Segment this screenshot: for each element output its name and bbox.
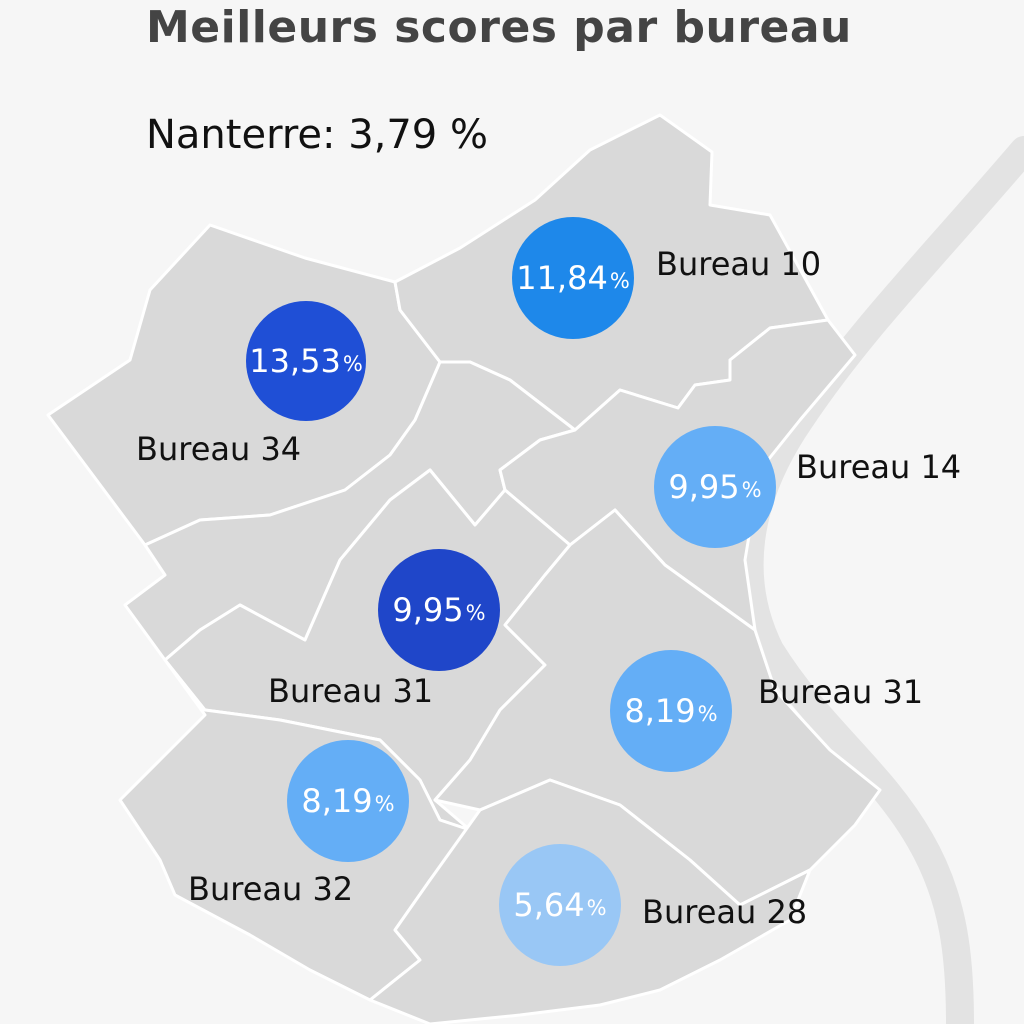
bureau-label: Bureau 31 (268, 672, 434, 710)
score-value: 9,95 (668, 468, 740, 506)
score-unit: % (586, 896, 607, 920)
score-unit: % (609, 269, 630, 293)
score-marker-bureau-14[interactable]: 9,95 % (654, 426, 776, 548)
score-marker-bureau-10[interactable]: 11,84 % (512, 217, 634, 339)
score-value: 5,64 (513, 886, 585, 924)
score-marker-bureau-32[interactable]: 8,19 % (287, 740, 409, 862)
score-unit: % (465, 601, 486, 625)
city-score: Nanterre: 3,79 % (146, 112, 488, 158)
score-unit: % (374, 792, 395, 816)
bureau-label: Bureau 34 (136, 430, 302, 468)
score-unit: % (342, 352, 363, 376)
score-marker-bureau-31-east[interactable]: 8,19 % (610, 650, 732, 772)
bureau-label: Bureau 32 (188, 870, 354, 908)
river (735, 136, 1024, 1024)
score-value: 8,19 (624, 692, 696, 730)
score-value: 8,19 (301, 782, 373, 820)
map-title: Meilleurs scores par bureau (146, 2, 852, 53)
bureau-label: Bureau 14 (796, 448, 962, 486)
score-value: 13,53 (249, 342, 341, 380)
score-unit: % (741, 478, 762, 502)
score-unit: % (697, 702, 718, 726)
bureau-label: Bureau 31 (758, 673, 924, 711)
bureau-label: Bureau 28 (642, 893, 808, 931)
bureau-label: Bureau 10 (656, 245, 822, 283)
score-marker-bureau-34[interactable]: 13,53 % (246, 301, 366, 421)
score-value: 11,84 (516, 259, 608, 297)
score-marker-bureau-31-west[interactable]: 9,95 % (378, 549, 500, 671)
score-marker-bureau-28[interactable]: 5,64 % (499, 844, 621, 966)
score-value: 9,95 (392, 591, 464, 629)
